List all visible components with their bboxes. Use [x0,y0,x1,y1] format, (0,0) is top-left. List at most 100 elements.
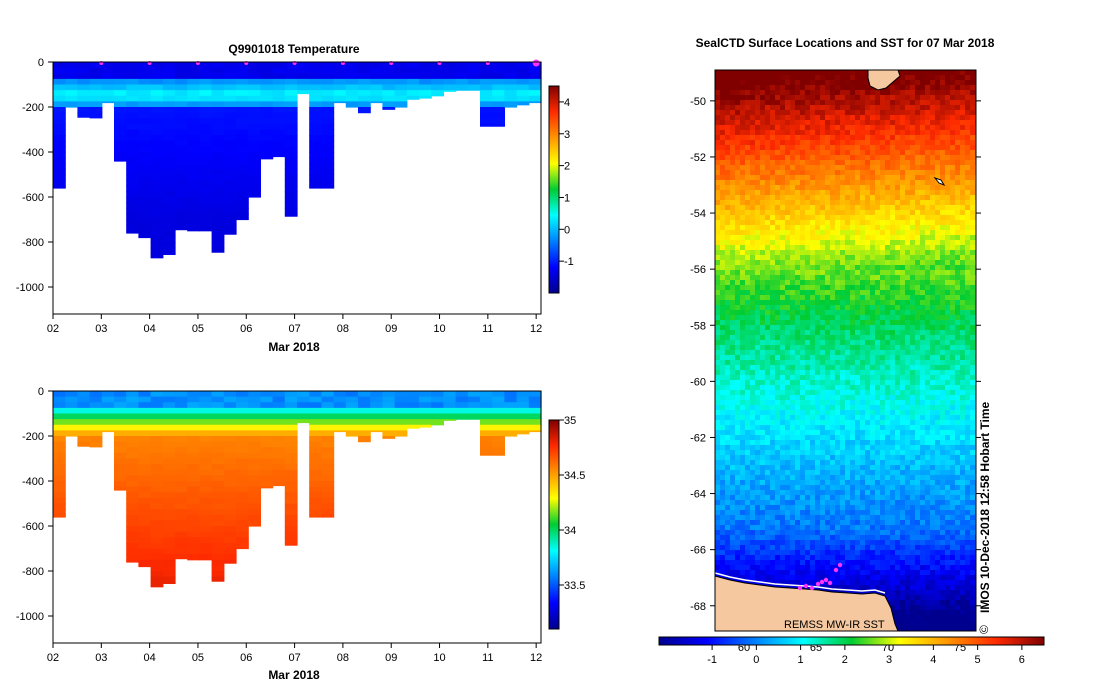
sst-cell [835,205,841,211]
section-cell [138,157,152,164]
sst-cell [970,70,976,76]
sst-cell [750,175,756,181]
section-cell [345,424,359,431]
sst-cell [825,120,831,126]
sst-cell [870,205,876,211]
sst-cell [930,170,936,176]
section-cell [236,526,249,533]
sst-cell [815,100,821,106]
sst-cell [725,365,731,371]
sst-cell [890,190,896,196]
section-cell [455,84,469,91]
sst-cell [930,105,936,111]
sst-cell [740,320,746,326]
sst-cell [815,240,821,246]
sst-cell [960,210,966,216]
sst-cell [830,75,836,81]
sst-cell [805,215,811,221]
sst-cell [795,305,801,311]
sst-cell [750,205,756,211]
sst-cell [815,215,821,221]
sst-cell [910,390,916,396]
sst-cell [855,160,861,166]
section-cell [175,531,188,538]
section-cell [53,441,66,448]
sst-cell [905,385,911,391]
sst-cell [770,145,776,151]
sst-cell [730,365,736,371]
sst-cell [770,260,776,266]
sst-cell [965,185,971,191]
sst-cell [765,355,771,361]
sst-cell [905,245,911,251]
section-cell [223,197,237,204]
section-cell [138,140,152,147]
sst-cell [830,350,836,356]
sst-map-title: SealCTD Surface Locations and SST for 07… [696,36,995,50]
sst-cell [800,110,806,116]
sst-cell [945,95,951,101]
section-cell [236,492,249,499]
sst-cell [885,190,891,196]
sst-cell [910,280,916,286]
section-cell [297,402,310,409]
section-cell [150,514,164,521]
section-cell [223,101,237,108]
sst-cell [790,315,796,321]
sst-cell [760,200,766,206]
section-cell [284,202,298,209]
sst-cell [925,90,931,96]
sst-cell [825,155,831,161]
section-cell [467,407,481,415]
sst-cell [955,295,961,301]
sst-cell [735,230,741,236]
sst-cell [745,75,751,81]
sst-cell [935,120,941,126]
section-cell [175,73,188,80]
sst-cell [825,265,831,271]
sst-cell [955,120,961,126]
sst-cell [965,375,971,381]
sst-cell [855,400,861,406]
sst-cell [720,245,726,251]
sst-cell [945,135,951,141]
section-cell [504,419,518,426]
sst-cell [850,220,856,226]
sst-cell [945,365,951,371]
sst-cell [870,245,876,251]
sst-cell [820,320,826,326]
sst-cell [840,360,846,366]
section-cell [162,62,176,69]
sst-cell [840,125,846,131]
section-cell [394,413,408,420]
sst-cell [810,175,816,181]
sst-cell [925,250,931,256]
sst-cell [940,275,946,281]
section-cell [126,391,139,398]
sst-cell [955,130,961,136]
section-cell [333,90,347,97]
sst-cell [925,235,931,241]
sst-cell [780,175,786,181]
sst-cell [920,320,926,326]
sst-cell [945,380,951,386]
section-cell [309,391,322,398]
sst-cell [815,230,821,236]
sst-cell [770,305,776,311]
sst-cell [920,160,926,166]
sst-cell [925,290,931,296]
sst-cell [920,245,926,251]
sst-cell [850,125,856,131]
section-cell [150,242,164,249]
sst-cell [790,235,796,241]
sst-cell [875,300,881,306]
sst-cell [795,165,801,171]
sst-cell [780,360,786,366]
sst-cell [925,325,931,331]
sst-cell [715,285,721,291]
sst-cell [720,345,726,351]
section-cell [260,95,274,102]
section-cell [260,407,274,415]
section-cell [236,441,249,448]
sst-cell [880,90,886,96]
